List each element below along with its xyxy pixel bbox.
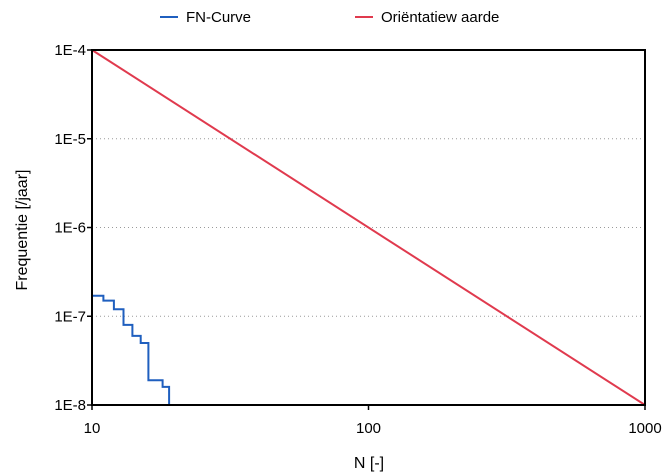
series-line-orientatiewaarde	[91, 49, 646, 406]
y-tick-label-3: 1E-7	[54, 308, 86, 325]
series-layer	[91, 49, 646, 406]
y-tick-label-2: 1E-6	[54, 220, 86, 237]
x-axis-title: N [-]	[354, 455, 384, 472]
x-tick-label-0: 10	[84, 420, 101, 437]
x-tick-label-2: 1000	[628, 420, 661, 437]
legend-item-fn-curve: FN-Curve	[160, 5, 251, 29]
y-tick-label-0: 1E-4	[54, 42, 86, 59]
y-tick-label-4: 1E-8	[54, 397, 86, 414]
legend-swatch-orientatiewaarde	[355, 16, 373, 18]
y-axis-title: Frequentie [/jaar]	[14, 170, 31, 291]
y-tick-label-1: 1E-5	[54, 131, 86, 148]
legend-item-orientatiewaarde: Oriëntatiew aarde	[355, 5, 499, 29]
x-tick-label-1: 100	[356, 420, 381, 437]
legend-label-fn-curve: FN-Curve	[186, 8, 252, 26]
tick-labels: 1E-4 1E-5 1E-6 1E-7 1E-8 10 100 1000	[54, 42, 661, 437]
legend-label-orientatiewaarde: Oriëntatiew aarde	[381, 8, 500, 26]
legend-swatch-fn-curve	[160, 16, 178, 18]
series-line-fn-curve	[92, 294, 171, 405]
